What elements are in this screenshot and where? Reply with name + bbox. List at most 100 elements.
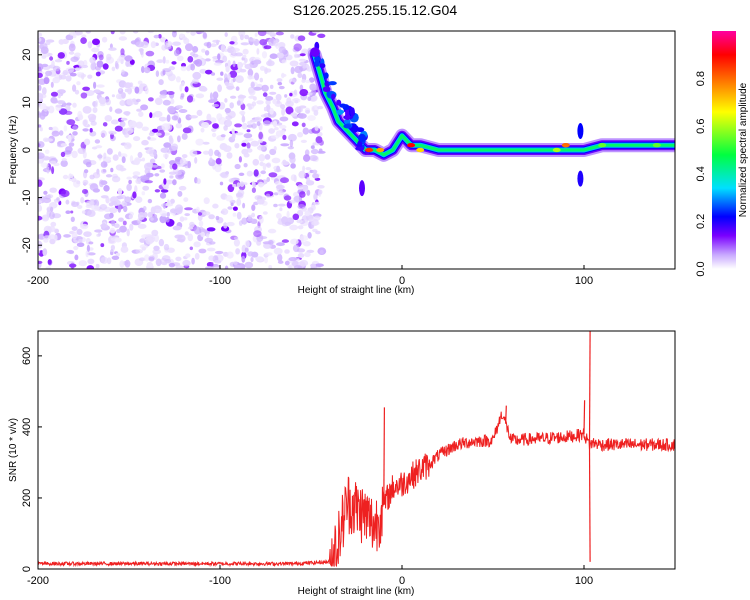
heatmap-noise-blob (279, 116, 289, 122)
heatmap-noise-blob (106, 257, 112, 265)
heatmap-noise-blob (194, 157, 198, 164)
heatmap-noise-blob (100, 243, 105, 248)
heatmap-noise-blob (141, 191, 146, 196)
heatmap-noise-blob (285, 100, 294, 108)
heatmap-noise-blob (181, 36, 187, 41)
heatmap-noise-blob (284, 249, 290, 254)
heatmap-noise-blob (94, 139, 101, 144)
heatmap-noise-blob (42, 137, 49, 143)
heatmap-noise-blob (111, 219, 116, 227)
heatmap-noise-blob (92, 38, 100, 46)
heatmap-noise-blob (265, 96, 274, 101)
heatmap-noise-blob (94, 229, 103, 233)
heatmap-noise-blob (259, 236, 268, 240)
heatmap-noise-blob (307, 96, 312, 101)
heatmap-noise-blob (273, 146, 277, 151)
heatmap-noise-blob (273, 40, 279, 47)
heatmap-noise-blob (274, 127, 279, 131)
heatmap-noise-blob (284, 260, 290, 266)
heatmap-noise-blob (74, 254, 79, 261)
heatmap-noise-blob (38, 152, 45, 159)
heatmap-noise-blob (293, 265, 303, 269)
heatmap-signal-blob (331, 93, 336, 100)
heatmap-noise-blob (227, 73, 231, 81)
heatmap-noise-blob (281, 108, 286, 116)
heatmap-noise-blob (85, 161, 92, 168)
heatmap-noise-blob (96, 168, 100, 175)
heatmap-noise-blob (306, 189, 311, 196)
heatmap-noise-blob (90, 62, 96, 71)
heatmap-noise-blob (205, 233, 210, 238)
heatmap-noise-blob (90, 121, 97, 126)
heatmap-noise-blob (108, 131, 117, 135)
heatmap-noise-blob (76, 242, 85, 247)
heatmap-noise-blob (78, 238, 83, 243)
heatmap-noise-blob (297, 225, 304, 230)
heatmap-noise-blob (144, 180, 153, 184)
heatmap-noise-blob (163, 185, 169, 190)
heatmap-noise-blob (236, 198, 242, 207)
heatmap-noise-blob (234, 123, 243, 128)
heatmap-noise-blob (68, 51, 75, 55)
heatmap-noise-blob (288, 257, 298, 262)
heatmap-noise-blob (143, 67, 151, 74)
heatmap-excursion (577, 170, 584, 187)
heatmap-noise-blob (123, 205, 128, 213)
heatmap-noise-blob (277, 81, 283, 86)
heatmap-noise-blob (264, 68, 272, 73)
heatmap-noise-blob (305, 167, 312, 171)
heatmap-noise-blob (50, 97, 58, 104)
heatmap-noise-blob (161, 123, 171, 131)
heatmap-noise-blob (236, 100, 241, 106)
heatmap-noise-blob (128, 214, 133, 220)
heatmap-noise-blob (111, 66, 116, 72)
heatmap-noise-blob (111, 175, 121, 183)
heatmap-noise-blob (273, 203, 278, 208)
heatmap-noise-blob (71, 231, 78, 240)
heatmap-noise-blob (280, 104, 286, 110)
heatmap-noise-blob (152, 164, 158, 168)
heatmap-noise-blob (232, 212, 237, 217)
heatmap-noise-blob (256, 121, 261, 127)
heatmap-noise-blob (158, 79, 164, 86)
heatmap-noise-blob (163, 243, 170, 251)
heatmap-noise-blob (318, 148, 323, 153)
heatmap-noise-blob (51, 166, 55, 175)
heatmap-noise-blob (309, 83, 317, 91)
heatmap-noise-blob (254, 72, 260, 81)
heatmap-noise-blob (299, 235, 309, 242)
heatmap-peak (416, 147, 425, 153)
snr-xtick-label: 0 (399, 575, 405, 587)
heatmap-noise-blob (68, 43, 76, 52)
heatmap-noise-blob (174, 171, 182, 176)
heatmap-noise-blob (68, 134, 72, 143)
heatmap-noise-blob (263, 106, 268, 112)
spectrogram-xtick-label: -200 (27, 275, 49, 287)
heatmap-noise-blob (49, 238, 56, 245)
heatmap-noise-blob (290, 34, 295, 39)
heatmap-noise-blob (199, 68, 207, 74)
heatmap-noise-blob (168, 171, 177, 175)
heatmap-noise-blob (258, 154, 266, 162)
heatmap-noise-blob (297, 72, 303, 79)
heatmap-noise-blob (82, 179, 89, 186)
heatmap-noise-blob (49, 187, 57, 193)
heatmap-noise-blob (260, 170, 267, 175)
heatmap-noise-blob (311, 221, 320, 226)
heatmap-noise-blob (148, 131, 155, 137)
heatmap-noise-blob (246, 217, 254, 222)
heatmap-noise-blob (65, 146, 73, 153)
heatmap-noise-blob (58, 74, 63, 80)
heatmap-noise-blob (105, 174, 113, 178)
heatmap-noise-blob (175, 265, 184, 269)
heatmap-noise-blob (121, 156, 126, 164)
heatmap-noise-blob (224, 32, 228, 37)
heatmap-noise-blob (239, 181, 245, 187)
heatmap-noise-blob (135, 196, 143, 203)
heatmap-noise-blob (181, 154, 188, 159)
heatmap-noise-blob (198, 248, 207, 254)
heatmap-signal-blob (314, 56, 321, 62)
heatmap-noise-blob (243, 62, 247, 66)
heatmap-noise-blob (138, 111, 144, 117)
